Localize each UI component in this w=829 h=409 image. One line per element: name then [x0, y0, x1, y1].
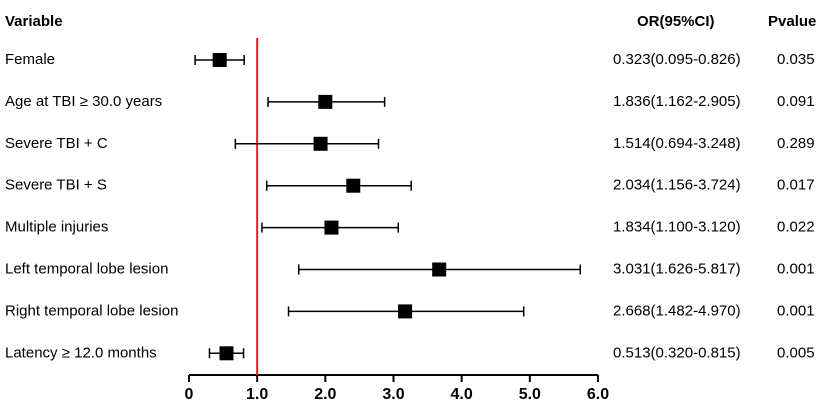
or-ci-label: 0.513(0.320-0.815)	[613, 344, 741, 361]
pvalue-label: 0.035	[777, 51, 815, 68]
or-ci-label: 1.834(1.100-3.120)	[613, 219, 741, 236]
variable-label: Female	[5, 51, 55, 68]
variable-label: Latency ≥ 12.0 months	[5, 344, 157, 361]
pvalue-label: 0.091	[777, 93, 815, 110]
pvalue-label: 0.022	[777, 219, 815, 236]
pvalue-header: Pvalue	[768, 13, 816, 30]
or-ci-label: 3.031(1.626-5.817)	[613, 260, 741, 277]
x-tick-label: 1.0	[246, 386, 268, 403]
or-marker	[398, 304, 413, 319]
variable-label: Severe TBI + C	[5, 135, 108, 152]
x-tick-label: 5.0	[519, 386, 541, 403]
or-header: OR(95%CI)	[637, 13, 715, 30]
pvalue-label: 0.289	[777, 135, 815, 152]
pvalue-label: 0.005	[777, 344, 815, 361]
or-ci-label: 0.323(0.095-0.826)	[613, 51, 741, 68]
or-marker	[212, 53, 227, 67]
pvalue-label: 0.017	[777, 177, 815, 194]
or-marker	[432, 262, 447, 277]
or-ci-label: 1.514(0.694-3.248)	[613, 135, 741, 152]
or-ci-label: 2.034(1.156-3.724)	[613, 177, 741, 194]
or-marker	[318, 94, 333, 109]
or-marker	[324, 220, 339, 235]
or-ci-label: 1.836(1.162-2.905)	[613, 93, 741, 110]
or-marker	[346, 178, 361, 193]
variable-label: Left temporal lobe lesion	[5, 260, 168, 277]
or-ci-label: 2.668(1.482-4.970)	[613, 302, 741, 319]
variable-label: Severe TBI + S	[5, 177, 107, 194]
variable-label: Age at TBI ≥ 30.0 years	[5, 93, 162, 110]
x-tick-label: 0	[185, 386, 194, 403]
variable-label: Right temporal lobe lesion	[5, 302, 178, 319]
x-tick-label: 4.0	[451, 386, 473, 403]
or-marker	[313, 136, 328, 151]
variable-header: Variable	[5, 13, 63, 30]
pvalue-label: 0.001	[777, 260, 815, 277]
variable-label: Multiple injuries	[5, 219, 108, 236]
x-tick-label: 2.0	[314, 386, 336, 403]
x-tick-label: 6.0	[587, 386, 609, 403]
pvalue-label: 0.001	[777, 302, 815, 319]
x-tick-label: 3.0	[382, 386, 404, 403]
or-marker	[219, 346, 234, 361]
